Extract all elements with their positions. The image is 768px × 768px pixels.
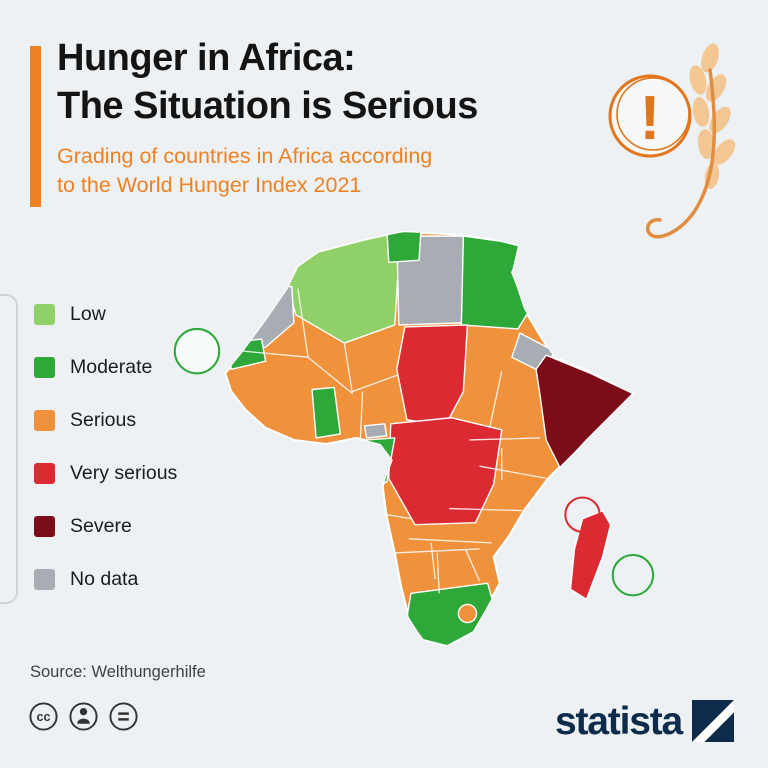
legend-item-severe: Severe <box>34 515 177 538</box>
legend-item-moderate: Moderate <box>34 356 177 379</box>
legend-item-low: Low <box>34 303 177 326</box>
legend-item-very-serious: Very serious <box>34 462 177 485</box>
statista-logo-mark <box>692 700 734 742</box>
map-region-tunisia <box>386 232 422 264</box>
africa-map <box>146 224 692 668</box>
comoros-circle <box>564 496 601 533</box>
cc-icon[interactable]: cc <box>28 701 59 732</box>
alert-circle-inner <box>616 77 690 151</box>
title-line-2: The Situation is Serious <box>57 85 478 128</box>
legend-label-moderate: Moderate <box>70 356 153 378</box>
mauritius-circle <box>611 553 655 597</box>
map-region-ghana <box>311 386 341 439</box>
legend-label-very-serious: Very serious <box>70 462 178 484</box>
wheat-alert-svg: ! <box>608 43 736 239</box>
statista-logo[interactable]: statista <box>555 700 734 742</box>
country-borders <box>243 288 547 594</box>
legend-item-serious: Serious <box>34 409 177 432</box>
legend-swatch-serious <box>34 410 55 431</box>
subtitle: Grading of countries in Africa according… <box>57 142 432 199</box>
source-note: Source: Welthungerhilfe <box>30 663 206 681</box>
legend-swatch-low <box>34 304 55 325</box>
legend-label-severe: Severe <box>70 515 132 537</box>
title-line-1: Hunger in Africa: <box>57 37 356 79</box>
alert-circle <box>608 74 692 158</box>
subtitle-line-1: Grading of countries in Africa according <box>57 144 433 168</box>
alert-exclamation: ! <box>640 84 661 153</box>
legend: Low Moderate Serious Very serious Severe… <box>34 303 177 591</box>
legend-swatch-very-serious <box>34 463 55 484</box>
legend-swatch-severe <box>34 516 55 537</box>
legend-item-no-data: No data <box>34 568 177 591</box>
legend-label-low: Low <box>70 303 106 325</box>
legend-label-serious: Serious <box>70 409 137 431</box>
africa-map-svg <box>173 231 655 647</box>
wheat-stem <box>645 68 717 239</box>
subtitle-line-2: to the World Hunger Index 2021 <box>57 172 362 197</box>
cc-attribution-icon[interactable] <box>68 701 99 732</box>
statista-logo-text: statista <box>555 699 683 743</box>
wheat-grains <box>689 43 736 189</box>
wheat-alert-icon: ! <box>598 40 748 252</box>
cc-nd-equals-icon[interactable] <box>108 701 139 732</box>
map-region-central-africa <box>388 417 503 526</box>
title-accent-bar <box>30 46 41 207</box>
svg-text:cc: cc <box>37 710 51 724</box>
map-region-equatorial-guinea <box>363 423 388 439</box>
legend-bracket <box>0 294 18 604</box>
map-region-madagascar <box>569 509 612 601</box>
page-title: Hunger in Africa: The Situation is Serio… <box>57 34 478 131</box>
legend-label-no-data: No data <box>70 568 139 590</box>
map-region-lesotho <box>457 603 478 624</box>
legend-swatch-moderate <box>34 357 55 378</box>
cc-license-row[interactable]: cc <box>28 701 139 732</box>
legend-swatch-no-data <box>34 569 55 590</box>
cape-verde-circle <box>173 327 221 375</box>
